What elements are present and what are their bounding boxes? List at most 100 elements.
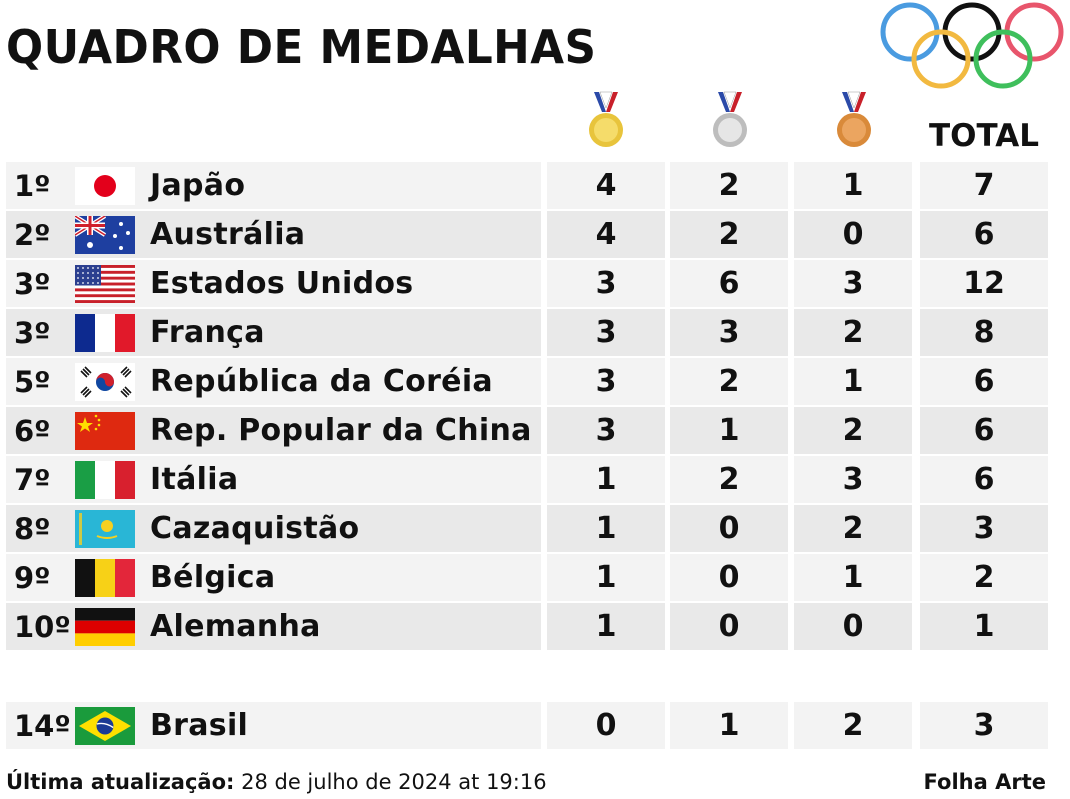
rank: 14º — [14, 708, 71, 743]
bronze-count: 2 — [794, 505, 912, 552]
last-update-label: Última atualização: — [6, 770, 235, 794]
rank: 3º — [14, 315, 51, 350]
table-row: 8º Cazaquistão 1 0 2 3 — [0, 505, 1070, 554]
bronze-count: 3 — [794, 456, 912, 503]
table-row: 3º Estados Unidos 3 6 3 12 — [0, 260, 1070, 309]
gold-count: 1 — [547, 554, 665, 601]
last-update: Última atualização: 28 de julho de 2024 … — [6, 770, 547, 794]
gold-count: 4 — [547, 211, 665, 258]
table-row: 6º Rep. Popular da China 3 1 2 6 — [0, 407, 1070, 456]
country-cell: 7º Itália — [6, 456, 541, 503]
country-cell: 6º Rep. Popular da China — [6, 407, 541, 454]
table-row: 14º Brasil 0 1 2 3 — [0, 702, 1070, 751]
country-cell: 3º Estados Unidos — [6, 260, 541, 307]
gold-count: 1 — [547, 456, 665, 503]
china-flag — [75, 412, 135, 450]
country-name: Alemanha — [150, 609, 321, 644]
italy-flag — [75, 461, 135, 499]
country-name: Rep. Popular da China — [150, 413, 532, 448]
france-flag — [75, 314, 135, 352]
gold-medal-icon — [586, 90, 626, 154]
total-count: 6 — [920, 456, 1048, 503]
gold-count: 3 — [547, 309, 665, 356]
total-count: 6 — [920, 407, 1048, 454]
country-name: Japão — [150, 168, 246, 203]
total-count: 2 — [920, 554, 1048, 601]
country-cell: 10º Alemanha — [6, 603, 541, 650]
gold-count: 3 — [547, 407, 665, 454]
silver-medal-icon — [710, 90, 750, 154]
gold-count: 1 — [547, 603, 665, 650]
australia-flag — [75, 216, 135, 254]
country-name: França — [150, 315, 265, 350]
bronze-count: 2 — [794, 309, 912, 356]
country-cell: 3º França — [6, 309, 541, 356]
bronze-count: 3 — [794, 260, 912, 307]
country-name: Brasil — [150, 708, 249, 743]
table-row: 9º Bélgica 1 0 1 2 — [0, 554, 1070, 603]
country-name: Itália — [150, 462, 239, 497]
total-count: 1 — [920, 603, 1048, 650]
silver-count: 2 — [670, 211, 788, 258]
silver-count: 0 — [670, 603, 788, 650]
bronze-count: 0 — [794, 211, 912, 258]
silver-count: 1 — [670, 702, 788, 749]
rank: 8º — [14, 511, 51, 546]
gold-count: 4 — [547, 162, 665, 209]
bronze-medal-icon — [834, 90, 874, 154]
table-row: 2º Austrália 4 2 0 6 — [0, 211, 1070, 260]
rank: 6º — [14, 413, 51, 448]
country-cell: 9º Bélgica — [6, 554, 541, 601]
country-name: Austrália — [150, 217, 306, 252]
country-name: República da Coréia — [150, 364, 493, 399]
total-count: 3 — [920, 702, 1048, 749]
olympic-rings-icon — [880, 2, 1064, 89]
last-update-value: 28 de julho de 2024 at 19:16 — [241, 770, 547, 794]
rank: 10º — [14, 609, 71, 644]
bronze-count: 2 — [794, 702, 912, 749]
rank: 2º — [14, 217, 51, 252]
silver-count: 2 — [670, 456, 788, 503]
gold-count: 1 — [547, 505, 665, 552]
gold-count: 0 — [547, 702, 665, 749]
belgium-flag — [75, 559, 135, 597]
bronze-count: 1 — [794, 554, 912, 601]
country-cell: 2º Austrália — [6, 211, 541, 258]
total-count: 8 — [920, 309, 1048, 356]
credit: Folha Arte — [923, 770, 1046, 794]
country-cell: 1º Japão — [6, 162, 541, 209]
silver-count: 3 — [670, 309, 788, 356]
total-count: 6 — [920, 211, 1048, 258]
silver-count: 1 — [670, 407, 788, 454]
silver-count: 0 — [670, 505, 788, 552]
country-name: Bélgica — [150, 560, 276, 595]
rank: 5º — [14, 364, 51, 399]
germany-flag — [75, 608, 135, 646]
page-title: QUADRO DE MEDALHAS — [6, 20, 597, 74]
table-row: 3º França 3 3 2 8 — [0, 309, 1070, 358]
country-cell: 14º Brasil — [6, 702, 541, 749]
bronze-count: 1 — [794, 358, 912, 405]
table-row: 7º Itália 1 2 3 6 — [0, 456, 1070, 505]
usa-flag — [75, 265, 135, 303]
total-count: 7 — [920, 162, 1048, 209]
total-column-header: TOTAL — [929, 118, 1039, 154]
silver-count: 2 — [670, 162, 788, 209]
table-row: 1º Japão 4 2 1 7 — [0, 162, 1070, 211]
total-count: 12 — [920, 260, 1048, 307]
country-name: Estados Unidos — [150, 266, 414, 301]
bronze-count: 0 — [794, 603, 912, 650]
rank: 1º — [14, 168, 51, 203]
gold-count: 3 — [547, 358, 665, 405]
silver-count: 2 — [670, 358, 788, 405]
bronze-count: 2 — [794, 407, 912, 454]
bronze-count: 1 — [794, 162, 912, 209]
table-row: 5º República da Coréia 3 2 1 6 — [0, 358, 1070, 407]
japan-flag — [75, 167, 135, 205]
rank: 7º — [14, 462, 51, 497]
rank: 3º — [14, 266, 51, 301]
silver-count: 0 — [670, 554, 788, 601]
gold-count: 3 — [547, 260, 665, 307]
table-row: 10º Alemanha 1 0 0 1 — [0, 603, 1070, 652]
kazakhstan-flag — [75, 510, 135, 548]
